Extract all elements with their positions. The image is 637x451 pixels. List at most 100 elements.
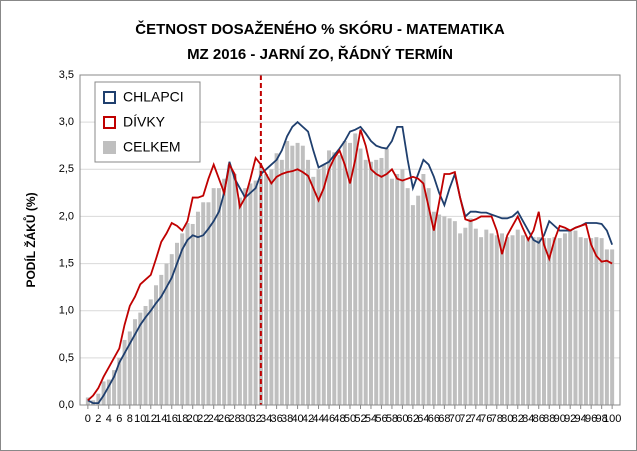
bar: [431, 211, 436, 405]
bar: [290, 145, 295, 405]
bar: [227, 164, 232, 405]
bar: [327, 150, 332, 405]
x-tick-label: 54: [365, 413, 377, 425]
bar: [117, 357, 122, 405]
x-tick-label: 66: [428, 413, 440, 425]
y-tick-label: 2,5: [59, 163, 74, 175]
bar: [379, 157, 384, 405]
plot-border: [79, 74, 621, 406]
x-tick-label: 100: [603, 413, 621, 425]
bar: [583, 238, 588, 405]
x-tick-label: 40: [291, 413, 303, 425]
bar: [562, 233, 567, 405]
legend-swatch: [103, 116, 116, 129]
x-tick-label: 16: [166, 413, 178, 425]
x-tick-label: 78: [491, 413, 503, 425]
bar: [547, 238, 552, 405]
bar: [342, 141, 347, 405]
bar: [106, 379, 111, 405]
legend-label: CELKEM: [123, 139, 181, 155]
bar: [510, 235, 515, 405]
line: [87, 120, 613, 405]
bar: [363, 159, 368, 405]
bar: [599, 238, 604, 405]
bar: [421, 174, 426, 405]
x-tick-label: 30: [239, 413, 251, 425]
bar: [410, 205, 415, 405]
bar: [138, 312, 143, 405]
x-tick-label: 98: [596, 413, 608, 425]
x-tick-label: 36: [270, 413, 282, 425]
x-tick-label: 50: [344, 413, 356, 425]
legend-swatch: [103, 141, 116, 154]
bar: [316, 169, 321, 405]
bar: [515, 229, 520, 405]
bar: [374, 159, 379, 405]
bar: [211, 188, 216, 405]
bar: [458, 233, 463, 405]
x-tick-label: 12: [145, 413, 157, 425]
bar: [201, 202, 206, 405]
x-tick-label: 94: [575, 413, 587, 425]
bar: [505, 237, 510, 405]
y-tick-label: 0,0: [59, 399, 74, 411]
x-tick-label: 4: [106, 413, 112, 425]
bar: [337, 155, 342, 405]
bar: [442, 216, 447, 405]
bar: [573, 230, 578, 405]
x-tick-label: 18: [176, 413, 188, 425]
bar: [232, 174, 237, 405]
x-tick-label: 42: [302, 413, 314, 425]
x-tick-label: 38: [281, 413, 293, 425]
y-tick-label: 1,0: [59, 305, 74, 317]
y-tick-label: 2,0: [59, 210, 74, 222]
x-tick-label: 72: [459, 413, 471, 425]
legend-label: DÍVKY: [123, 114, 166, 130]
bar: [253, 180, 258, 405]
bar: [274, 153, 279, 405]
bar: [222, 178, 227, 405]
x-tick-label: 70: [449, 413, 461, 425]
bar: [148, 299, 153, 405]
bar: [526, 237, 531, 405]
bar: [578, 237, 583, 405]
legend-swatch: [103, 91, 116, 104]
bar: [96, 393, 101, 405]
bar: [489, 233, 494, 405]
bar: [311, 176, 316, 405]
x-tick-label: 58: [386, 413, 398, 425]
bar: [285, 141, 290, 405]
bar: [306, 159, 311, 405]
y-tick-label: 0,5: [59, 352, 74, 364]
bar: [112, 370, 117, 405]
x-tick-label: 32: [250, 413, 262, 425]
bar: [437, 214, 442, 405]
bar: [295, 142, 300, 405]
bar: [164, 263, 169, 405]
bar: [127, 331, 132, 405]
chart-subtitle: MZ 2016 - JARNÍ ZO, ŘÁDNÝ TERMÍN: [187, 45, 453, 63]
x-tick-label: 64: [417, 413, 429, 425]
x-tick-label: 6: [116, 413, 122, 425]
legend-label: CHLAPCI: [123, 89, 184, 105]
y-tick-label: 3,5: [59, 69, 74, 81]
bar: [190, 223, 195, 405]
x-tick-label: 90: [554, 413, 566, 425]
bar: [552, 237, 557, 405]
x-tick-label: 60: [396, 413, 408, 425]
bar: [358, 148, 363, 406]
x-tick-label: 8: [127, 413, 133, 425]
x-tick-label: 2: [95, 413, 101, 425]
x-tick-label: 52: [354, 413, 366, 425]
bar: [264, 174, 269, 405]
bar: [536, 237, 541, 405]
bar: [531, 237, 536, 405]
x-tick-label: 86: [533, 413, 545, 425]
x-tick-label: 88: [543, 413, 555, 425]
x-tick-label: 80: [501, 413, 513, 425]
bar: [384, 148, 389, 406]
x-tick-label: 92: [564, 413, 576, 425]
bar: [452, 221, 457, 405]
